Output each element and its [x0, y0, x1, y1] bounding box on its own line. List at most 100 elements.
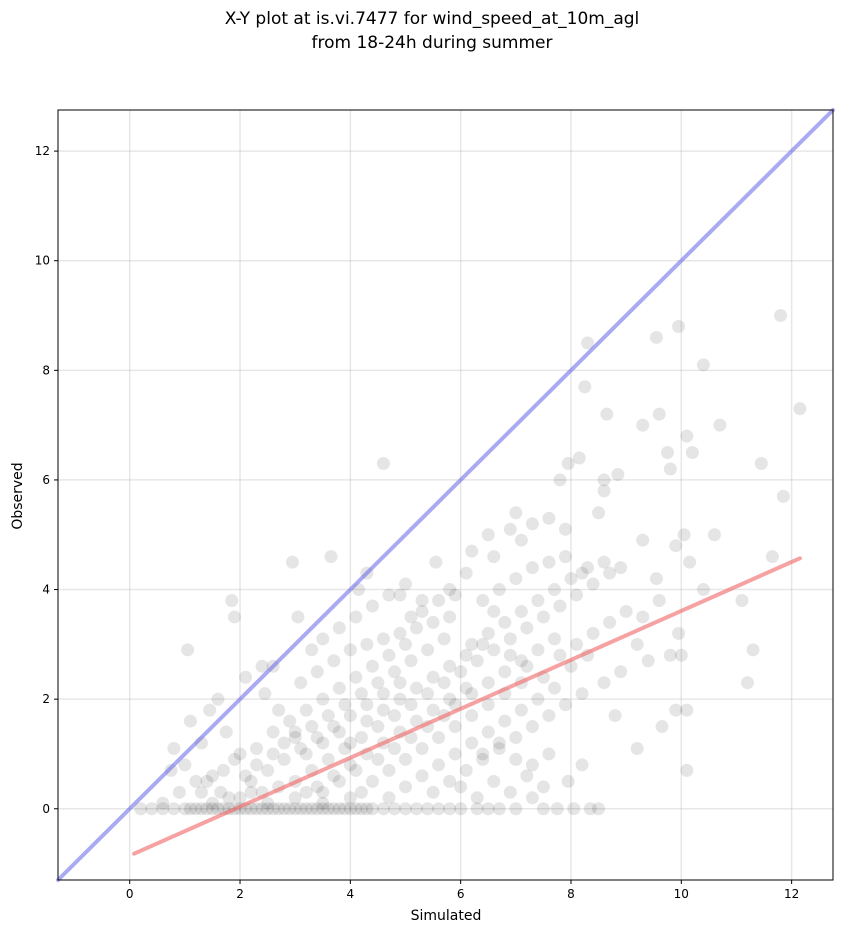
data-point: [487, 550, 501, 564]
data-point: [492, 802, 506, 816]
data-point: [228, 610, 242, 624]
data-point: [285, 555, 299, 569]
x-tick-label: 6: [457, 887, 465, 901]
data-point: [200, 774, 214, 788]
data-point: [349, 670, 363, 684]
data-point: [448, 747, 462, 761]
data-point: [498, 615, 512, 629]
data-point: [470, 791, 484, 805]
data-point: [316, 632, 330, 646]
data-point: [211, 802, 225, 816]
data-point: [600, 407, 614, 421]
data-point: [492, 583, 506, 597]
data-point: [283, 714, 297, 728]
data-point: [536, 802, 550, 816]
data-point: [376, 456, 390, 470]
data-point: [327, 769, 341, 783]
data-point: [305, 643, 319, 657]
data-point: [338, 698, 352, 712]
data-point: [509, 572, 523, 586]
data-point: [672, 319, 686, 333]
y-tick-label: 12: [35, 144, 50, 158]
grid-lines: [58, 110, 833, 880]
data-point: [178, 758, 192, 772]
data-point: [603, 615, 617, 629]
data-point: [225, 593, 239, 607]
data-point: [399, 577, 413, 591]
data-point: [465, 736, 479, 750]
data-point: [520, 621, 534, 635]
data-point: [261, 796, 275, 810]
data-point: [696, 358, 710, 372]
data-point: [338, 741, 352, 755]
data-point: [421, 643, 435, 657]
data-point: [492, 741, 506, 755]
data-point: [432, 802, 446, 816]
data-point: [561, 456, 575, 470]
y-tick-label: 2: [42, 692, 50, 706]
data-point: [481, 725, 495, 739]
data-point: [454, 665, 468, 679]
data-point: [332, 621, 346, 635]
data-point: [476, 752, 490, 766]
data-point: [393, 626, 407, 640]
data-point: [310, 665, 324, 679]
data-point: [305, 802, 319, 816]
data-point: [614, 665, 628, 679]
data-point: [649, 572, 663, 586]
data-point: [553, 599, 567, 613]
data-point: [421, 687, 435, 701]
data-point: [382, 791, 396, 805]
data-point: [586, 577, 600, 591]
data-point: [376, 703, 390, 717]
chart-title-line-1: X-Y plot at is.vi.7477 for wind_speed_at…: [225, 9, 640, 29]
data-point: [415, 741, 429, 755]
data-point: [299, 703, 313, 717]
x-tick-label: 8: [567, 887, 575, 901]
data-point: [426, 670, 440, 684]
data-point: [514, 604, 528, 618]
data-point: [178, 802, 192, 816]
data-point: [550, 802, 564, 816]
y-tick-label: 4: [42, 583, 50, 597]
data-point: [525, 791, 539, 805]
data-point: [421, 802, 435, 816]
data-point: [387, 665, 401, 679]
data-point: [514, 703, 528, 717]
data-point: [410, 681, 424, 695]
data-point: [214, 785, 228, 799]
data-point: [465, 544, 479, 558]
data-point: [316, 802, 330, 816]
data-point: [454, 780, 468, 794]
data-point: [365, 659, 379, 673]
y-tick-label: 6: [42, 473, 50, 487]
data-point: [327, 802, 341, 816]
data-point: [503, 522, 517, 536]
data-point: [741, 676, 755, 690]
data-point: [203, 703, 217, 717]
data-point: [448, 588, 462, 602]
data-point: [255, 659, 269, 673]
data-point: [578, 380, 592, 394]
data-point: [283, 802, 297, 816]
data-point: [410, 621, 424, 635]
data-point: [685, 446, 699, 460]
data-point: [774, 309, 788, 323]
data-point: [277, 802, 291, 816]
data-point: [244, 785, 258, 799]
data-point: [509, 752, 523, 766]
data-point: [266, 802, 280, 816]
data-point: [349, 802, 363, 816]
chart-title-line-2: from 18-24h during summer: [312, 33, 553, 53]
data-point: [167, 802, 181, 816]
data-point: [564, 572, 578, 586]
data-point: [454, 802, 468, 816]
data-point: [509, 731, 523, 745]
data-point: [663, 648, 677, 662]
data-point: [652, 593, 666, 607]
data-point: [343, 802, 357, 816]
x-axis-ticks: 0 2 4 6 8 10 12: [126, 880, 799, 901]
data-point: [503, 632, 517, 646]
data-point: [404, 698, 418, 712]
data-point: [611, 467, 625, 481]
